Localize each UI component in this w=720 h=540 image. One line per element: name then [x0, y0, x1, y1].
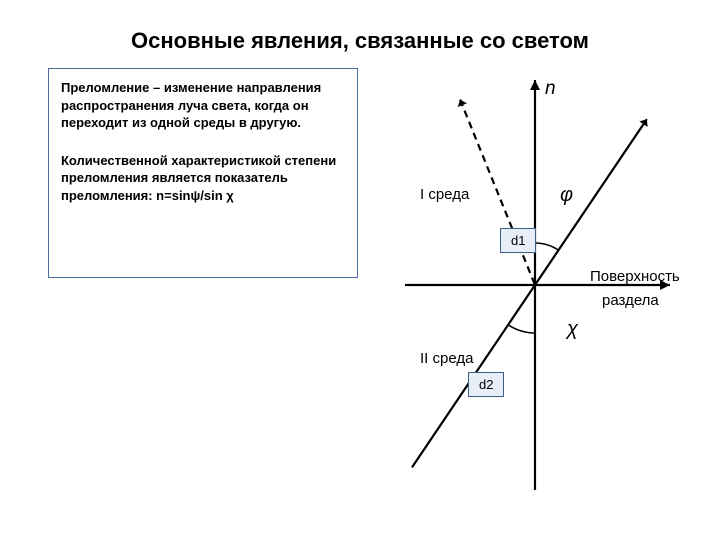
page-title: Основные явления, связанные со светом	[0, 28, 720, 54]
definition-text: Преломление – изменение направления расп…	[61, 79, 345, 132]
medium2-label: II среда	[420, 350, 473, 367]
definition-box: Преломление – изменение направления расп…	[48, 68, 358, 278]
phi-angle-label: φ	[560, 184, 573, 207]
chi-angle-label: χ	[567, 318, 578, 341]
d1-label-box: d1	[500, 228, 536, 253]
d2-label-box: d2	[468, 372, 504, 397]
surface-label-2: раздела	[602, 292, 659, 309]
medium1-label: I среда	[420, 186, 469, 203]
surface-label-1: Поверхность	[590, 268, 680, 285]
characteristic-text: Количественной характеристикой степени п…	[61, 152, 345, 205]
refraction-diagram: d1 d2 n φ χ I среда II среда Поверхность…	[390, 70, 700, 490]
n-axis-label: n	[545, 78, 556, 100]
diagram-svg	[390, 70, 700, 500]
